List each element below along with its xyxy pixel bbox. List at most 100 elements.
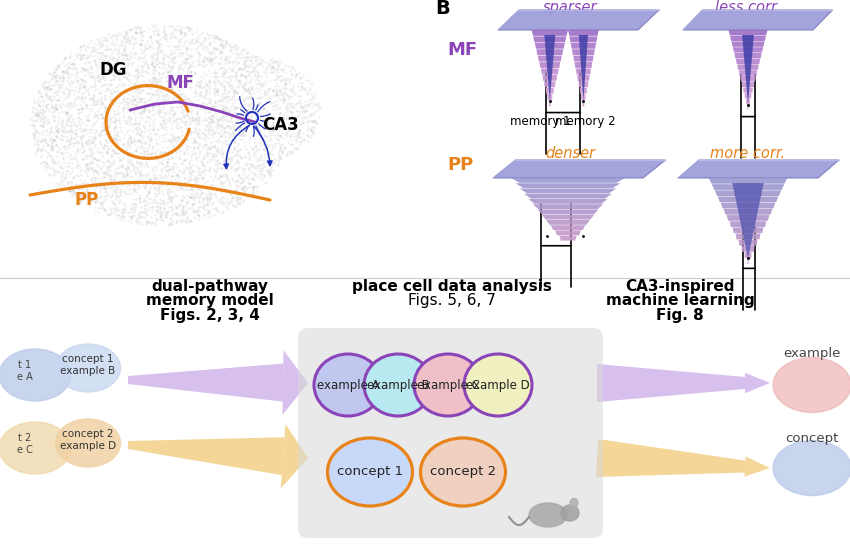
Polygon shape: [493, 160, 666, 178]
Polygon shape: [711, 184, 785, 190]
Polygon shape: [745, 456, 770, 477]
Text: example B: example B: [60, 366, 116, 376]
Text: denser: denser: [545, 146, 595, 161]
Polygon shape: [575, 68, 591, 74]
Polygon shape: [709, 178, 787, 184]
Polygon shape: [733, 183, 763, 258]
Ellipse shape: [55, 344, 121, 392]
Polygon shape: [731, 41, 765, 47]
Text: example: example: [784, 347, 841, 360]
Polygon shape: [549, 101, 551, 106]
Text: dual-pathway: dual-pathway: [151, 279, 269, 294]
Polygon shape: [740, 76, 756, 81]
Polygon shape: [573, 55, 593, 62]
Polygon shape: [727, 215, 769, 221]
Polygon shape: [536, 49, 564, 55]
Polygon shape: [741, 246, 755, 252]
Polygon shape: [529, 199, 608, 204]
Polygon shape: [570, 43, 596, 49]
Text: t 1: t 1: [19, 360, 31, 370]
Polygon shape: [546, 88, 554, 94]
Text: Figs. 5, 6, 7: Figs. 5, 6, 7: [408, 293, 496, 308]
Polygon shape: [547, 94, 552, 100]
Text: memory 2: memory 2: [555, 115, 615, 128]
Text: B: B: [435, 0, 450, 18]
Ellipse shape: [561, 505, 579, 521]
Text: t 2: t 2: [19, 433, 31, 443]
Polygon shape: [577, 75, 590, 81]
Polygon shape: [575, 62, 592, 68]
Ellipse shape: [773, 357, 850, 413]
Polygon shape: [544, 81, 556, 87]
Polygon shape: [511, 178, 625, 183]
Polygon shape: [520, 189, 616, 193]
Text: Fig. 8: Fig. 8: [656, 308, 704, 323]
Polygon shape: [572, 49, 595, 55]
Text: place cell data analysis: place cell data analysis: [352, 279, 552, 294]
Text: memory model: memory model: [146, 293, 274, 308]
Text: CA3-inspired: CA3-inspired: [626, 279, 734, 294]
Text: concept 2: concept 2: [430, 465, 496, 478]
Polygon shape: [515, 183, 620, 188]
Polygon shape: [538, 55, 562, 62]
Polygon shape: [128, 363, 283, 402]
Polygon shape: [721, 203, 775, 208]
Text: PP: PP: [75, 191, 99, 209]
Ellipse shape: [327, 438, 412, 506]
Polygon shape: [559, 236, 576, 241]
Text: less corr.: less corr.: [716, 0, 780, 15]
Text: MF: MF: [167, 74, 195, 92]
Ellipse shape: [529, 503, 567, 527]
Polygon shape: [128, 437, 285, 475]
Text: example A: example A: [317, 379, 379, 391]
Polygon shape: [541, 214, 594, 220]
Text: example C: example C: [416, 379, 479, 391]
Polygon shape: [579, 81, 588, 87]
Polygon shape: [568, 30, 598, 36]
Polygon shape: [747, 258, 749, 264]
Polygon shape: [544, 35, 555, 101]
Text: Figs. 2, 3, 4: Figs. 2, 3, 4: [160, 308, 260, 323]
Polygon shape: [498, 10, 659, 30]
Polygon shape: [524, 194, 612, 199]
Polygon shape: [531, 30, 568, 36]
Polygon shape: [737, 64, 759, 70]
Polygon shape: [747, 105, 749, 110]
Text: MF: MF: [447, 41, 477, 59]
Polygon shape: [542, 75, 557, 81]
Ellipse shape: [0, 349, 71, 401]
Text: memory 1: memory 1: [510, 115, 570, 128]
Polygon shape: [597, 364, 745, 402]
Polygon shape: [582, 101, 585, 106]
Polygon shape: [729, 221, 767, 227]
Polygon shape: [540, 62, 560, 68]
Polygon shape: [280, 424, 308, 488]
Text: concept 2: concept 2: [62, 429, 114, 439]
Polygon shape: [745, 93, 751, 99]
Text: concept 1: concept 1: [62, 354, 114, 364]
Polygon shape: [739, 70, 757, 76]
Polygon shape: [580, 88, 587, 94]
Polygon shape: [581, 94, 586, 100]
Polygon shape: [533, 204, 603, 209]
Polygon shape: [547, 220, 590, 225]
Polygon shape: [728, 30, 768, 35]
Polygon shape: [746, 99, 750, 104]
Text: machine learning: machine learning: [605, 293, 754, 308]
Polygon shape: [717, 197, 779, 202]
Text: example D: example D: [60, 441, 116, 451]
Text: more corr.: more corr.: [711, 146, 785, 161]
Text: example B: example B: [366, 379, 429, 391]
Ellipse shape: [464, 354, 532, 416]
Polygon shape: [555, 231, 581, 235]
Polygon shape: [734, 53, 762, 58]
Polygon shape: [733, 47, 763, 53]
FancyBboxPatch shape: [298, 328, 603, 538]
Ellipse shape: [55, 419, 121, 467]
Text: e A: e A: [17, 372, 33, 382]
Text: PP: PP: [447, 156, 473, 174]
Polygon shape: [533, 36, 566, 43]
Polygon shape: [570, 36, 598, 43]
Text: e C: e C: [17, 445, 33, 455]
Polygon shape: [537, 209, 598, 214]
